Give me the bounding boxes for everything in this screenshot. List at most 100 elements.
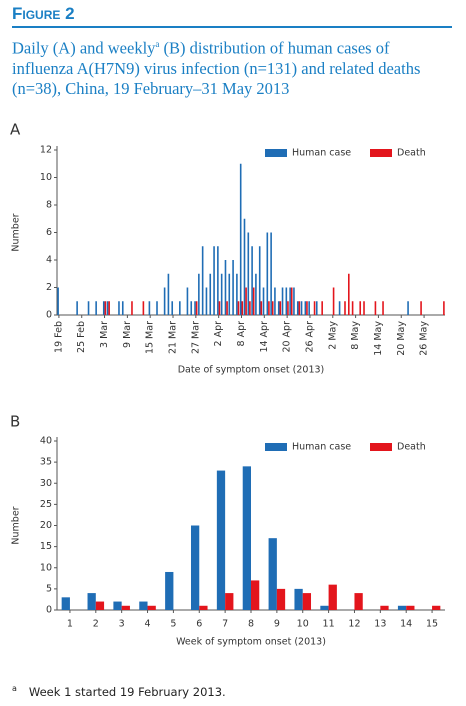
bar — [281, 287, 284, 315]
figure-label: Figure 2 — [12, 4, 452, 28]
x-tick-label: 14 May — [373, 321, 384, 356]
bar — [249, 301, 251, 315]
figure-title: Daily (A) and weeklya (B) distribution o… — [12, 34, 452, 99]
x-tick-label: 20 Apr — [282, 321, 293, 353]
bar — [195, 301, 198, 315]
bar — [320, 605, 329, 610]
legend-label: Human case — [292, 442, 351, 453]
bar — [296, 301, 299, 315]
bar — [308, 301, 310, 315]
y-tick-label: 2 — [46, 282, 52, 293]
bar — [242, 466, 251, 610]
bar — [186, 287, 189, 315]
bar — [315, 301, 318, 315]
bar — [201, 246, 204, 315]
bar — [232, 260, 234, 315]
bar — [147, 605, 156, 610]
x-tick-label: 4 — [145, 619, 151, 630]
y-tick-label: 10 — [40, 172, 52, 183]
bar — [139, 601, 148, 610]
bar — [163, 287, 166, 315]
y-tick-label: 5 — [46, 583, 52, 594]
bar — [380, 605, 389, 610]
y-tick-label: 0 — [46, 605, 52, 616]
bar — [304, 301, 307, 315]
header: Figure 2 Daily (A) and weeklya (B) distr… — [12, 4, 452, 99]
y-tick-label: 40 — [40, 436, 52, 447]
x-tick-label: 8 Apr — [236, 321, 247, 347]
bar — [225, 593, 234, 610]
bar — [420, 301, 422, 315]
bar — [76, 301, 78, 315]
bar — [190, 301, 193, 315]
x-tick-label: 9 — [274, 619, 280, 630]
x-tick-label: 8 — [248, 619, 254, 630]
bar — [382, 301, 384, 315]
bar — [121, 301, 124, 315]
bar — [216, 470, 226, 610]
legend-swatch — [370, 443, 392, 451]
bar — [104, 301, 107, 315]
title-text: Daily (A) and weekly — [12, 38, 156, 58]
bar — [95, 601, 105, 610]
footnote-text: Week 1 started 19 February 2013. — [28, 684, 226, 699]
bar — [351, 301, 354, 315]
y-tick-label: 12 — [40, 145, 52, 156]
bar — [243, 218, 246, 315]
y-tick-label: 4 — [46, 255, 52, 266]
x-tick-label: 3 — [119, 619, 125, 630]
bar — [407, 301, 409, 315]
legend-label: Human case — [292, 148, 351, 159]
x-tick-label: 9 Mar — [122, 321, 133, 348]
bar — [268, 538, 277, 610]
legend-swatch — [265, 443, 287, 451]
bar — [245, 287, 247, 315]
bar — [224, 260, 227, 315]
x-tick-label: 3 Mar — [99, 321, 110, 348]
bar — [332, 287, 335, 315]
bar — [241, 301, 244, 315]
x-tick-label: 25 Feb — [76, 321, 87, 353]
y-tick-label: 35 — [40, 457, 52, 468]
bar — [374, 301, 377, 315]
bar — [306, 301, 308, 315]
x-tick-label: 6 — [196, 619, 202, 630]
bar — [363, 301, 365, 315]
bar — [359, 301, 362, 315]
bar — [190, 525, 200, 610]
bar — [344, 301, 346, 315]
bar — [443, 301, 445, 315]
bar — [328, 584, 337, 610]
bar — [213, 246, 215, 315]
bar — [287, 301, 289, 315]
y-tick-label: 20 — [40, 520, 52, 531]
x-tick-label: 2 May — [327, 321, 338, 350]
bar — [217, 246, 219, 315]
bar — [338, 301, 341, 315]
bar — [199, 605, 208, 610]
bar — [156, 301, 158, 315]
title-superscript: a — [155, 39, 160, 49]
bar — [131, 301, 133, 315]
x-tick-label: 14 Apr — [259, 321, 270, 353]
bar — [252, 287, 255, 315]
bar — [300, 301, 303, 315]
x-tick-label: 19 Feb — [53, 321, 64, 353]
bar — [87, 593, 96, 610]
panel-label: A — [10, 121, 21, 139]
bar — [260, 301, 263, 315]
y-tick-label: 6 — [46, 227, 52, 238]
bar — [432, 605, 441, 610]
y-tick-label: 30 — [40, 478, 52, 489]
x-axis-label: Week of symptom onset (2013) — [176, 637, 326, 648]
x-tick-label: 5 — [170, 619, 176, 630]
bar — [302, 593, 312, 610]
y-axis-label: Number — [11, 506, 22, 544]
x-tick-label: 26 May — [419, 321, 430, 356]
bar — [279, 301, 282, 315]
bar — [251, 246, 253, 315]
bar — [277, 301, 280, 315]
bar — [271, 301, 274, 315]
